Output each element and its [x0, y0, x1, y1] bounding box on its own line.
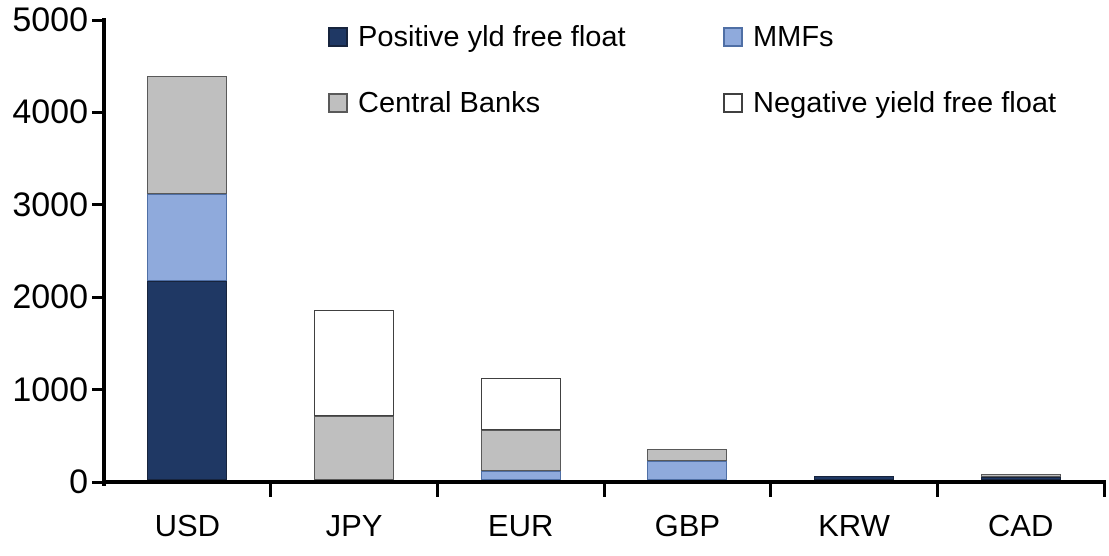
bar-segment-usd-central-banks [147, 75, 228, 194]
bar-segment-gbp-mmfs [647, 460, 728, 480]
bar-segment-usd-mmfs [147, 193, 228, 282]
x-axis-tick-mark [435, 484, 439, 497]
bar-segment-eur-central-banks [480, 429, 561, 471]
legend-label: Positive yld free float [358, 20, 626, 53]
y-axis-tick-label: 1000 [12, 370, 88, 409]
bar-segment-gbp-central-banks [647, 449, 728, 461]
legend-swatch-icon [723, 27, 743, 47]
y-axis-tick-mark [92, 388, 103, 392]
legend-swatch-icon [723, 93, 743, 113]
legend-item-central-banks: Central Banks [328, 86, 540, 120]
legend-swatch-icon [328, 27, 348, 47]
bar-segment-cad-positive-yld-free-float [980, 477, 1061, 480]
x-axis-tick-mark [602, 484, 606, 497]
bar-segment-jpy-negative-yield-free-float [314, 309, 394, 417]
y-axis-tick-mark [92, 203, 103, 207]
y-axis-tick-mark [92, 295, 103, 299]
y-axis-tick-label: 5000 [12, 1, 88, 39]
bar-segment-jpy-central-banks [314, 416, 394, 480]
x-axis-category-label: GBP [654, 508, 721, 543]
y-axis-tick-label: 0 [69, 463, 88, 501]
y-axis-tick-label: 2000 [12, 278, 88, 317]
x-axis-category-label: KRW [818, 508, 890, 543]
legend-item-positive-yld-free-float: Positive yld free float [328, 20, 626, 54]
y-axis-tick-label: 3000 [12, 185, 88, 224]
x-axis-category-label: USD [154, 508, 221, 543]
y-axis-line [102, 18, 106, 486]
x-axis-category-label: JPY [325, 508, 383, 543]
legend-item-mmfs: MMFs [723, 20, 834, 54]
x-axis-category-label: CAD [987, 508, 1054, 543]
y-axis-tick-mark [92, 480, 103, 484]
legend-item-negative-yield-free-float: Negative yield free float [723, 86, 1056, 120]
legend-swatch-icon [328, 93, 348, 113]
x-axis-category-label: EUR [487, 508, 554, 543]
x-axis-tick-mark [935, 484, 939, 497]
x-axis-tick-mark [269, 484, 273, 497]
y-axis-tick-mark [92, 18, 103, 22]
x-axis-tick-mark [1102, 484, 1106, 497]
bar-segment-cad-central-banks [980, 473, 1061, 478]
bar-segment-usd-positive-yld-free-float [147, 281, 228, 480]
x-axis-tick-mark [769, 484, 773, 497]
y-axis-tick-label: 4000 [12, 93, 88, 132]
y-axis-tick-mark [92, 110, 103, 114]
x-axis-line [102, 480, 1106, 484]
bar-segment-eur-mmfs [480, 470, 561, 480]
legend-label: MMFs [753, 20, 834, 53]
legend-label: Negative yield free float [753, 86, 1057, 119]
bar-segment-eur-negative-yield-free-float [480, 378, 561, 430]
bar-segment-krw-positive-yld-free-float [814, 475, 894, 480]
legend-label: Central Banks [358, 86, 541, 119]
